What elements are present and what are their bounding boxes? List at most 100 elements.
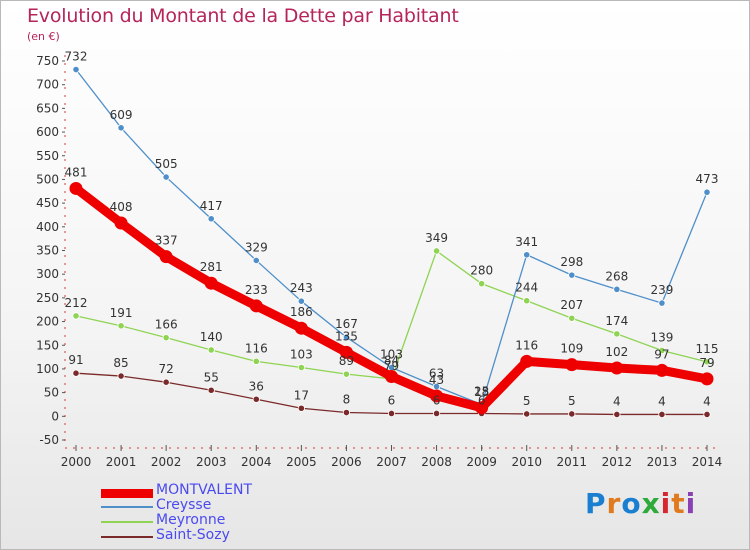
data-label: 4 [613,394,621,408]
legend-swatch [101,536,153,538]
data-point [72,65,80,74]
y-tick-label: -50 [39,433,59,447]
y-tick-label: 450 [36,196,59,210]
x-tick-label: 2003 [196,455,227,469]
data-label: 505 [155,157,178,171]
data-label: 103 [380,348,403,362]
legend-swatch [101,489,153,498]
data-point [700,372,714,386]
x-tick-label: 2000 [61,455,92,469]
data-point [655,363,669,377]
data-point [297,297,305,305]
legend-swatch [101,506,153,508]
data-label: 243 [290,281,313,295]
data-label: 166 [155,318,178,332]
unit-label: (en €) [27,30,60,43]
data-point [162,173,170,181]
data-label: 89 [339,354,354,368]
data-label: 4 [703,394,711,408]
data-label: 732 [65,50,88,64]
logo-letter: r [606,487,622,520]
x-tick-label: 2006 [331,455,362,469]
data-label: 233 [245,283,268,297]
x-tick-label: 2008 [421,455,452,469]
data-point [613,285,621,293]
data-label: 135 [335,329,358,343]
data-point [568,271,576,279]
data-label: 109 [560,342,583,356]
x-tick-label: 2011 [557,455,588,469]
data-label: 5 [523,394,531,408]
legend-label: MONTVALENT [156,482,253,498]
data-label: 72 [159,362,174,376]
data-point [69,181,83,195]
y-tick-label: 700 [36,78,59,92]
data-point [523,251,531,259]
data-label: 6 [478,393,486,407]
y-tick-label: 600 [36,125,59,139]
data-point [297,363,305,372]
data-label: 244 [515,281,538,295]
y-tick-label: 350 [36,244,59,258]
data-label: 239 [650,283,673,297]
logo-letter: P [585,487,607,520]
data-label: 481 [65,165,88,179]
data-label: 341 [515,235,538,249]
data-point [249,299,263,313]
y-tick-label: 550 [36,149,59,163]
data-label: 174 [605,314,628,328]
y-tick-label: 150 [36,338,59,352]
data-label: 79 [699,356,714,370]
data-point [162,334,170,342]
logo-letter: x [641,487,661,520]
data-label: 139 [650,330,673,344]
legend-label: Meyronne [156,512,226,528]
data-label: 298 [560,255,583,269]
data-point [613,330,621,338]
chart-title: Evolution du Montant de la Dette par Hab… [27,5,459,27]
logo-letter: t [671,487,686,520]
data-point [207,346,215,354]
data-point [610,361,624,375]
x-tick-label: 2009 [466,455,497,469]
data-label: 79 [384,359,399,373]
proxiti-logo: Proxiti [585,487,696,520]
data-point [114,216,128,230]
axes: -50 0 50 100 150 200 250 300 350 400 450 500 550 600 6… [36,54,722,469]
data-label: 212 [65,296,88,310]
data-label: 268 [605,269,628,283]
data-point [568,314,576,322]
data-point [658,299,666,307]
data-label: 43 [429,373,444,387]
data-label: 103 [290,348,313,362]
data-point [117,372,125,380]
data-label: 17 [294,388,309,402]
logo-letter: i [685,487,697,520]
data-point [703,358,711,366]
x-tick-label: 2013 [647,455,678,469]
y-tick-label: 750 [36,54,59,68]
data-point [385,370,398,384]
data-label: 102 [605,345,628,359]
data-label: 186 [290,305,313,319]
data-point [613,410,621,419]
data-label: 207 [560,298,583,312]
data-label: 84 [384,354,399,368]
data-point [568,410,576,418]
y-tick-label: 300 [36,267,59,281]
data-label: 140 [200,330,223,344]
x-tick-label: 2001 [106,455,137,469]
data-label: 473 [696,172,719,186]
data-point [342,408,351,417]
x-tick-label: 2014 [692,455,723,469]
data-label: 91 [68,353,83,367]
x-tick-label: 2004 [241,455,272,469]
data-point [72,369,80,377]
data-label: 116 [515,338,538,352]
data-label: 191 [110,306,133,320]
data-label: 36 [249,379,264,393]
x-tick-label: 2010 [511,455,542,469]
